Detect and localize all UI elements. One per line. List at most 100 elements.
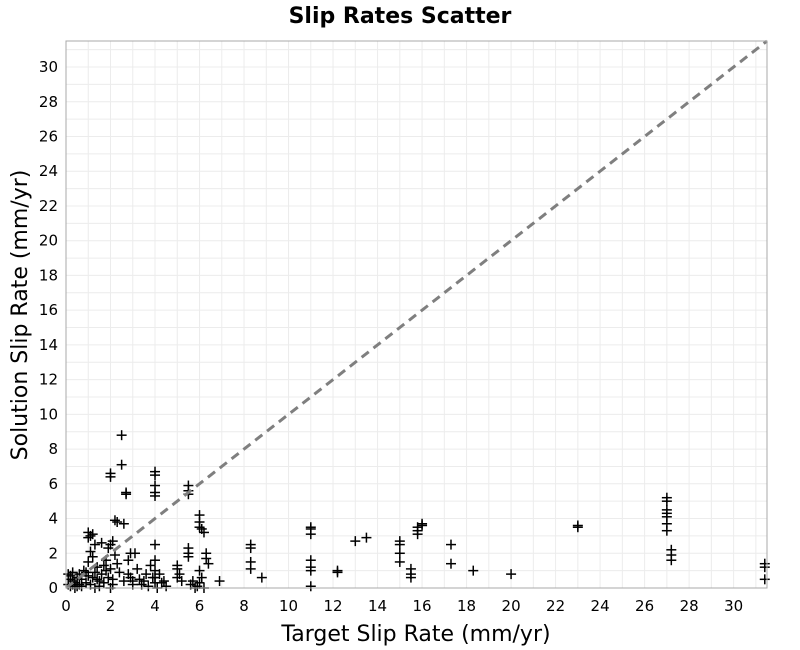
- data-point: [105, 471, 116, 482]
- data-point: [150, 470, 161, 481]
- data-point: [76, 581, 87, 592]
- data-point: [187, 576, 198, 587]
- data-point: [85, 546, 96, 557]
- data-point: [196, 572, 207, 583]
- y-tick-label: 20: [39, 232, 58, 250]
- data-point: [445, 558, 456, 569]
- data-point: [332, 567, 343, 578]
- y-tick-label: 8: [48, 440, 58, 458]
- data-point: [445, 539, 456, 550]
- data-point: [194, 522, 205, 533]
- data-point: [134, 574, 145, 585]
- data-point: [112, 517, 123, 528]
- data-point: [96, 537, 107, 548]
- data-point: [417, 520, 428, 531]
- y-tick-label: 12: [39, 371, 58, 389]
- x-tick-label: 2: [106, 597, 116, 615]
- data-point: [245, 543, 256, 554]
- data-point: [305, 581, 316, 592]
- data-point: [138, 576, 149, 587]
- data-point: [405, 572, 416, 583]
- data-point: [103, 572, 114, 583]
- x-tick-label: 30: [724, 597, 743, 615]
- data-point: [350, 536, 361, 547]
- data-point: [116, 430, 127, 441]
- y-tick-label: 6: [48, 475, 58, 493]
- y-tick-label: 10: [39, 405, 58, 423]
- data-point: [394, 556, 405, 567]
- data-point: [92, 574, 103, 585]
- x-axis-label: Target Slip Rate (mm/yr): [280, 622, 550, 647]
- data-point: [468, 565, 479, 576]
- y-tick-label: 14: [39, 336, 58, 354]
- data-point: [89, 539, 100, 550]
- data-point: [172, 563, 183, 574]
- x-tick-label: 20: [502, 597, 521, 615]
- data-point: [158, 576, 169, 587]
- data-point: [150, 555, 161, 566]
- data-point: [759, 562, 770, 573]
- data-point: [198, 527, 209, 538]
- x-tick-label: 14: [368, 597, 387, 615]
- data-point: [150, 490, 161, 501]
- data-point: [305, 565, 316, 576]
- y-tick-label: 0: [48, 579, 58, 597]
- data-point: [141, 569, 152, 580]
- data-point: [256, 572, 267, 583]
- data-point: [118, 518, 129, 529]
- data-point: [145, 560, 156, 571]
- data-point: [183, 551, 194, 562]
- data-point: [63, 569, 74, 580]
- data-point: [661, 525, 672, 536]
- x-axis-ticks: 0 2 4 6 8 10 12 14 16 18 20 22 24 26 28 30: [61, 597, 743, 615]
- y-tick-label: 2: [48, 544, 58, 562]
- data-point: [121, 489, 132, 500]
- x-tick-label: 12: [324, 597, 343, 615]
- data-point: [201, 553, 212, 564]
- data-point: [394, 539, 405, 550]
- data-point: [572, 522, 583, 533]
- x-tick-label: 22: [546, 597, 565, 615]
- data-point: [161, 581, 172, 592]
- y-tick-label: 28: [39, 93, 58, 111]
- x-tick-label: 4: [150, 597, 160, 615]
- data-point: [154, 569, 165, 580]
- data-point: [176, 576, 187, 587]
- data-point: [150, 539, 161, 550]
- data-point: [143, 581, 154, 592]
- x-tick-label: 16: [413, 597, 432, 615]
- x-tick-label: 28: [680, 597, 699, 615]
- data-point: [65, 570, 76, 581]
- data-point: [87, 572, 98, 583]
- data-point: [412, 529, 423, 540]
- data-point: [127, 576, 138, 587]
- data-point: [105, 539, 116, 550]
- data-point: [394, 548, 405, 559]
- data-point: [81, 567, 92, 578]
- data-point: [666, 555, 677, 566]
- x-tick-label: 10: [279, 597, 298, 615]
- x-tick-label: 18: [457, 597, 476, 615]
- y-tick-label: 30: [39, 58, 58, 76]
- data-point: [214, 576, 225, 587]
- data-point: [129, 548, 140, 559]
- identity-reference-line: [65, 39, 768, 590]
- data-point: [361, 532, 372, 543]
- data-point: [85, 530, 96, 541]
- data-point: [194, 565, 205, 576]
- x-tick-label: 6: [195, 597, 205, 615]
- data-point: [112, 558, 123, 569]
- data-point: [89, 567, 100, 578]
- data-point: [109, 515, 120, 526]
- grid-lines: [66, 41, 767, 588]
- data-point: [759, 574, 770, 585]
- data-point: [132, 563, 143, 574]
- data-point: [114, 567, 125, 578]
- data-points: [63, 430, 770, 593]
- y-tick-label: 26: [39, 128, 58, 146]
- data-point: [116, 459, 127, 470]
- data-point: [192, 581, 203, 592]
- data-point: [101, 565, 112, 576]
